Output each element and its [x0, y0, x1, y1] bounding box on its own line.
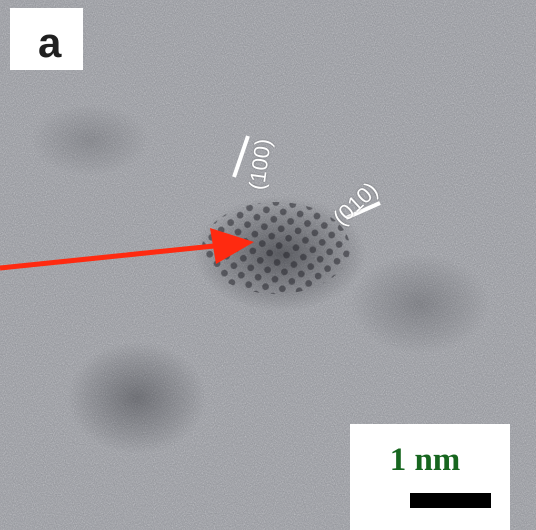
scale-bar: [410, 493, 491, 508]
scale-bar-label: 1 nm: [389, 442, 461, 478]
red-arrow-icon: [0, 228, 254, 271]
plane-100-marker-line: [232, 135, 250, 178]
scale-bar-box: 1 nm: [350, 424, 510, 530]
panel-label: a: [38, 19, 62, 66]
plane-010-marker-line: [345, 201, 381, 220]
panel-label-box: a: [10, 8, 83, 70]
